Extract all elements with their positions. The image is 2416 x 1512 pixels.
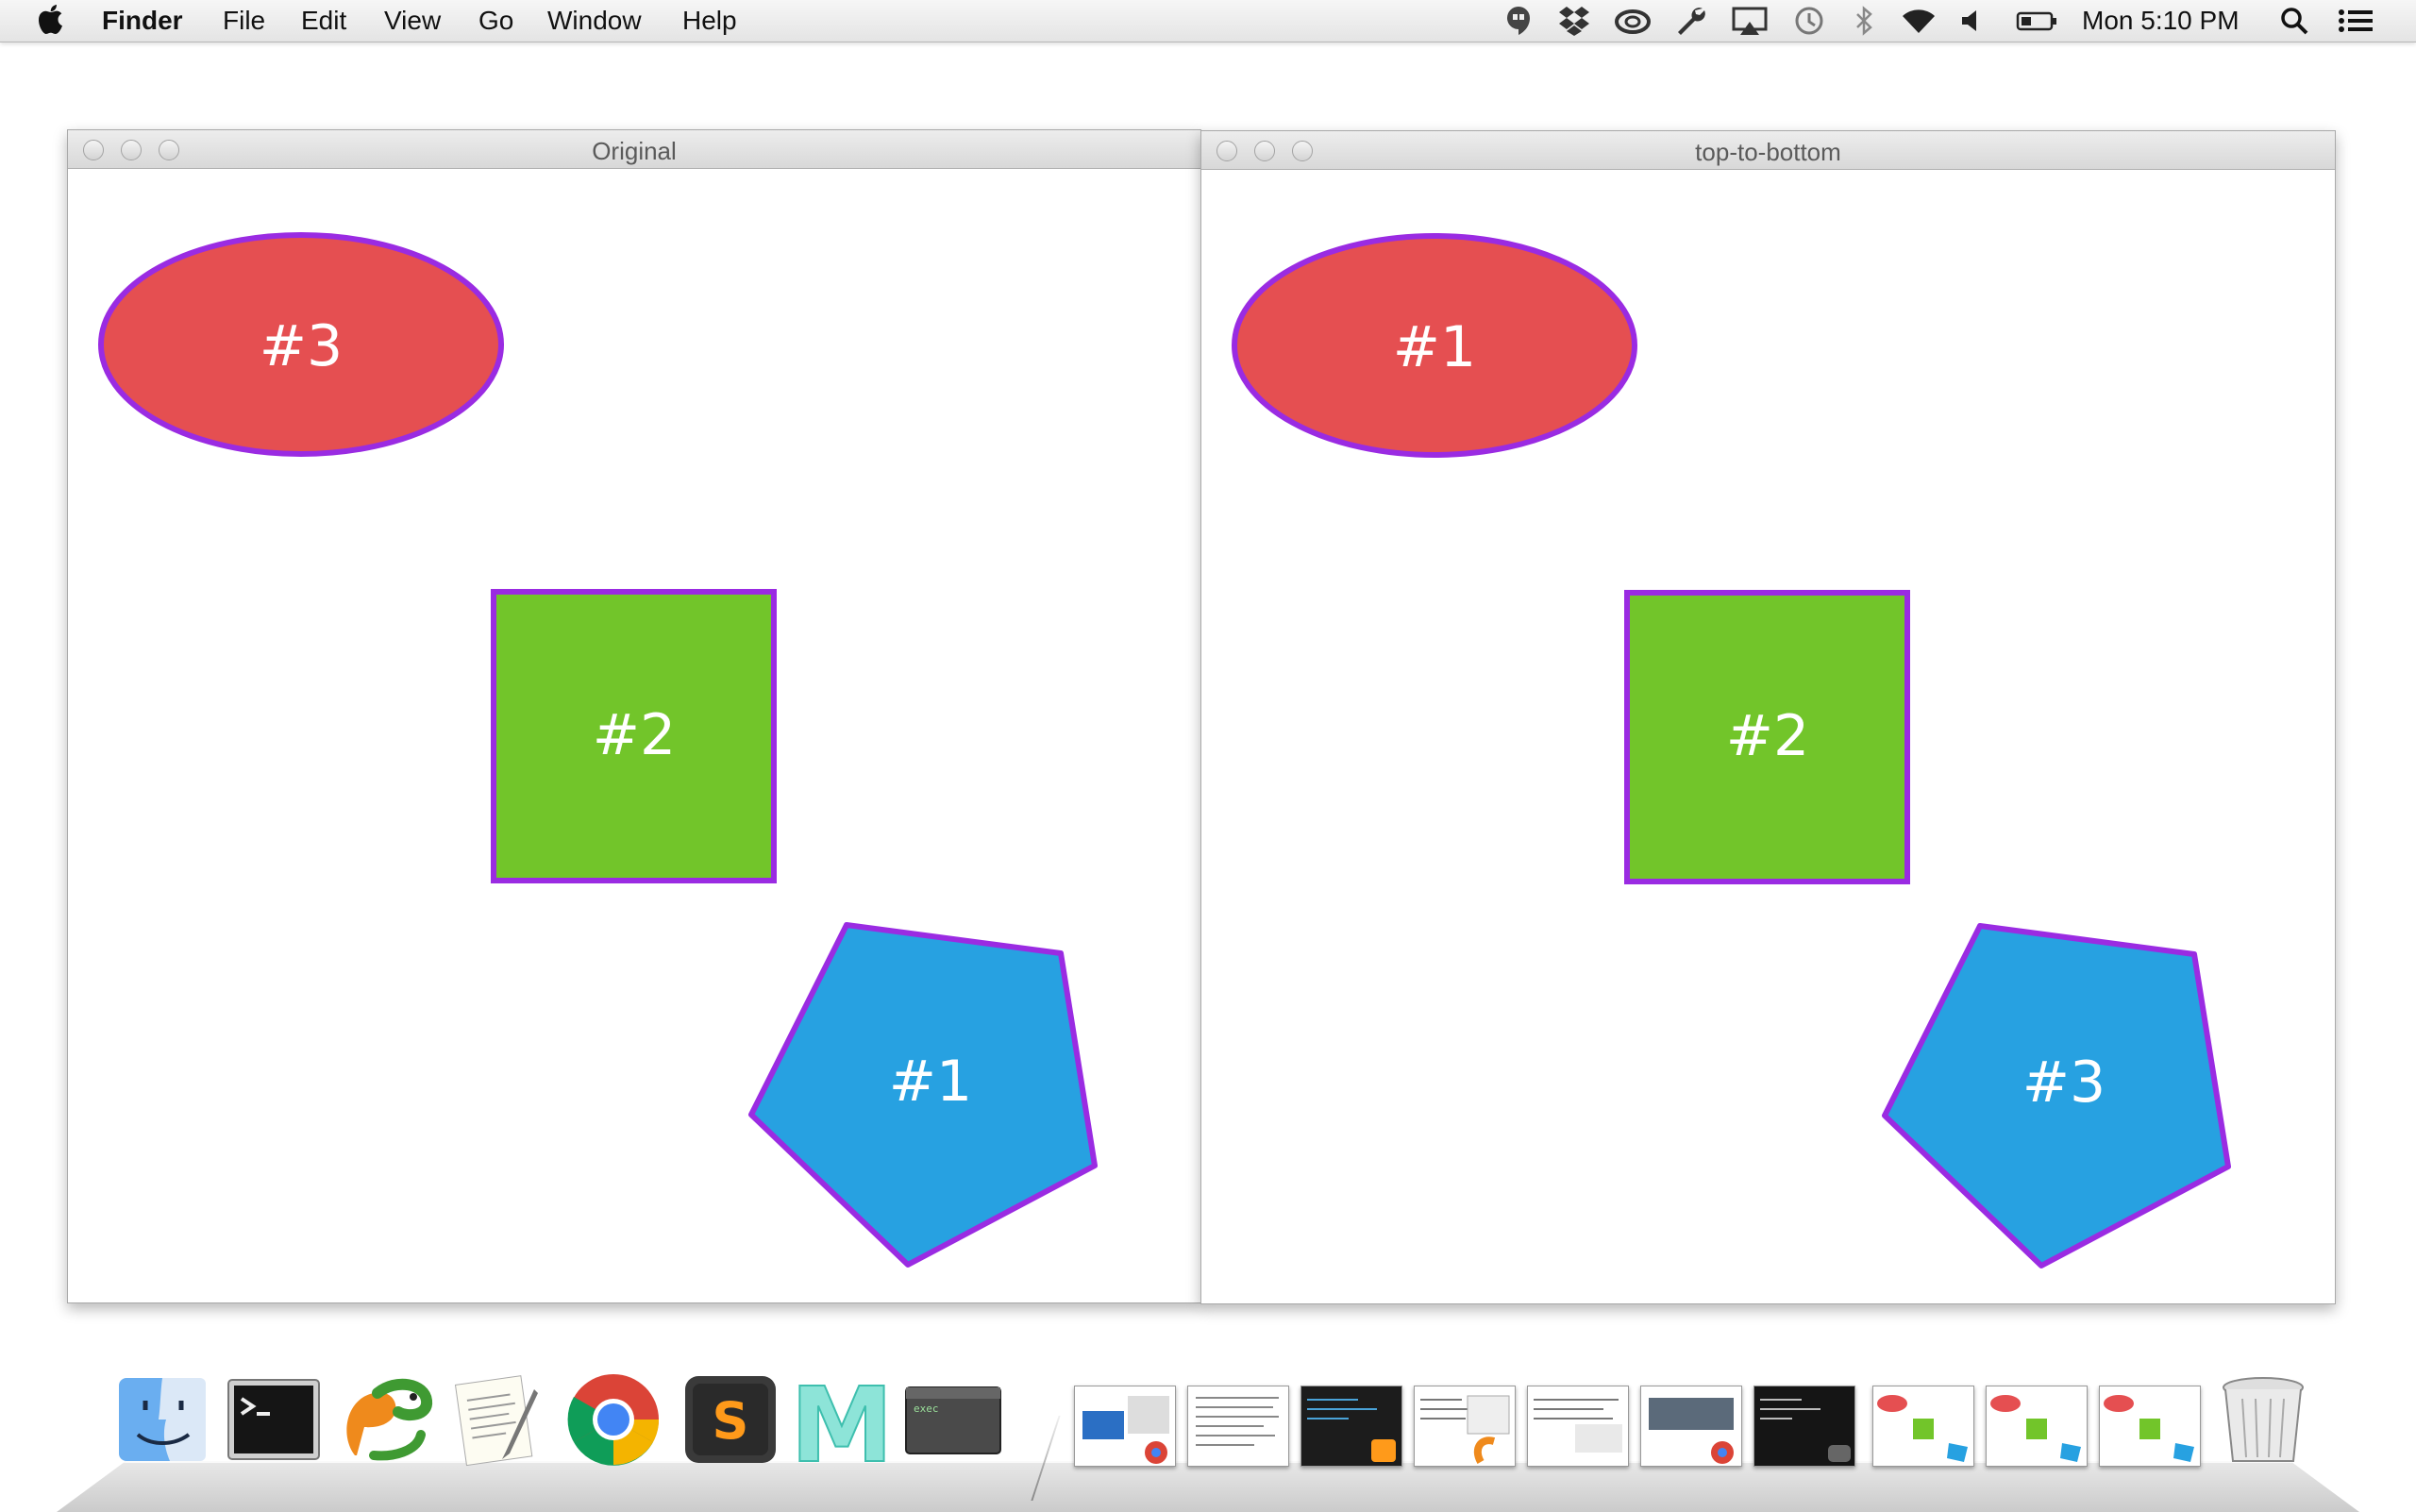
minimized-window[interactable]: [1527, 1386, 1629, 1467]
wrench-icon[interactable]: [1674, 5, 1706, 43]
hangouts-icon[interactable]: [1504, 5, 1533, 43]
pentagon-fill: [748, 922, 1098, 1268]
minimized-window[interactable]: [1187, 1386, 1289, 1467]
menu-window[interactable]: Window: [547, 6, 642, 35]
window-original: Original #3 #2 #1: [67, 129, 1201, 1303]
mou-letter: M: [793, 1370, 891, 1469]
spotlight-icon[interactable]: [2278, 5, 2310, 43]
menu-view[interactable]: View: [384, 6, 442, 35]
textedit-icon[interactable]: [447, 1370, 545, 1469]
volume-icon[interactable]: [1959, 5, 1982, 43]
image-canvas: #1 #2 #3: [1232, 233, 2231, 1268]
menu-go[interactable]: Go: [478, 6, 514, 35]
square-shape: #2: [1624, 590, 1910, 884]
minimized-window[interactable]: [1986, 1386, 2088, 1467]
pycharm-icon[interactable]: [336, 1370, 434, 1469]
titlebar[interactable]: top-to-bottom: [1201, 131, 2335, 170]
dropbox-icon[interactable]: [1557, 5, 1591, 43]
minimized-window[interactable]: [1872, 1386, 1974, 1467]
square-label: #2: [1726, 703, 1809, 769]
clock[interactable]: Mon 5:10 PM: [2082, 6, 2240, 35]
mou-icon[interactable]: M: [789, 1364, 894, 1487]
minimized-window[interactable]: [2099, 1386, 2201, 1467]
ellipse-label: #3: [260, 313, 343, 379]
zoom-button[interactable]: [1292, 141, 1313, 161]
notification-center-icon[interactable]: [2337, 5, 2374, 43]
minimized-window[interactable]: [1074, 1386, 1176, 1467]
ellipse-shape: #3: [98, 232, 504, 457]
square-fill: [1624, 590, 1910, 884]
image-canvas: #3 #2 #1: [98, 232, 1098, 1268]
menu-app-name[interactable]: Finder: [102, 6, 183, 35]
pentagon-shape: #3: [1882, 923, 2231, 1268]
creative-cloud-icon[interactable]: [1614, 5, 1652, 43]
time-machine-icon[interactable]: [1793, 5, 1825, 43]
pentagon-label: #1: [889, 1049, 972, 1115]
pentagon-shape: #1: [748, 922, 1098, 1268]
pentagon-label: #3: [2022, 1050, 2106, 1116]
dock: [57, 1461, 2359, 1512]
finder-icon[interactable]: [113, 1370, 211, 1469]
minimized-window[interactable]: [1640, 1386, 1742, 1467]
ellipse-fill: [1232, 233, 1637, 458]
minimized-window[interactable]: [1300, 1386, 1402, 1467]
titlebar[interactable]: Original: [68, 130, 1200, 169]
menu-file[interactable]: File: [223, 6, 266, 35]
sublime-letter: S: [713, 1391, 749, 1451]
sublime-text-icon[interactable]: S: [681, 1370, 780, 1469]
window-title: top-to-bottom: [1695, 138, 1841, 166]
ellipse-shape: #1: [1232, 233, 1637, 458]
minimize-button[interactable]: [1254, 141, 1275, 161]
pentagon-fill: [1882, 923, 2231, 1268]
window-title: Original: [592, 137, 677, 165]
ellipse-fill: [98, 232, 504, 457]
apple-menu-icon[interactable]: [36, 2, 66, 42]
airplay-icon[interactable]: [1731, 5, 1769, 43]
trash-icon[interactable]: [2214, 1370, 2312, 1469]
zoom-button[interactable]: [159, 140, 179, 160]
exec-icon[interactable]: exec: [904, 1370, 1002, 1469]
menu-bar: Finder File Edit View Go Window Help Mon…: [0, 0, 2416, 42]
close-button[interactable]: [1216, 141, 1237, 161]
minimized-window[interactable]: [1414, 1386, 1516, 1467]
menu-edit[interactable]: Edit: [301, 6, 347, 35]
ellipse-label: #1: [1393, 314, 1476, 380]
terminal-icon[interactable]: [225, 1370, 323, 1469]
menu-help[interactable]: Help: [682, 6, 737, 35]
square-fill: [491, 589, 777, 883]
square-label: #2: [593, 702, 676, 768]
exec-label: exec: [914, 1403, 939, 1415]
minimized-window[interactable]: [1753, 1386, 1855, 1467]
battery-icon[interactable]: [2016, 5, 2059, 43]
bluetooth-icon[interactable]: [1854, 5, 1874, 43]
minimize-button[interactable]: [121, 140, 142, 160]
square-shape: #2: [491, 589, 777, 883]
wifi-icon[interactable]: [1899, 5, 1938, 43]
window-top-to-bottom: top-to-bottom #1 #2 #3: [1200, 130, 2336, 1304]
chrome-icon[interactable]: [564, 1370, 663, 1469]
close-button[interactable]: [83, 140, 104, 160]
